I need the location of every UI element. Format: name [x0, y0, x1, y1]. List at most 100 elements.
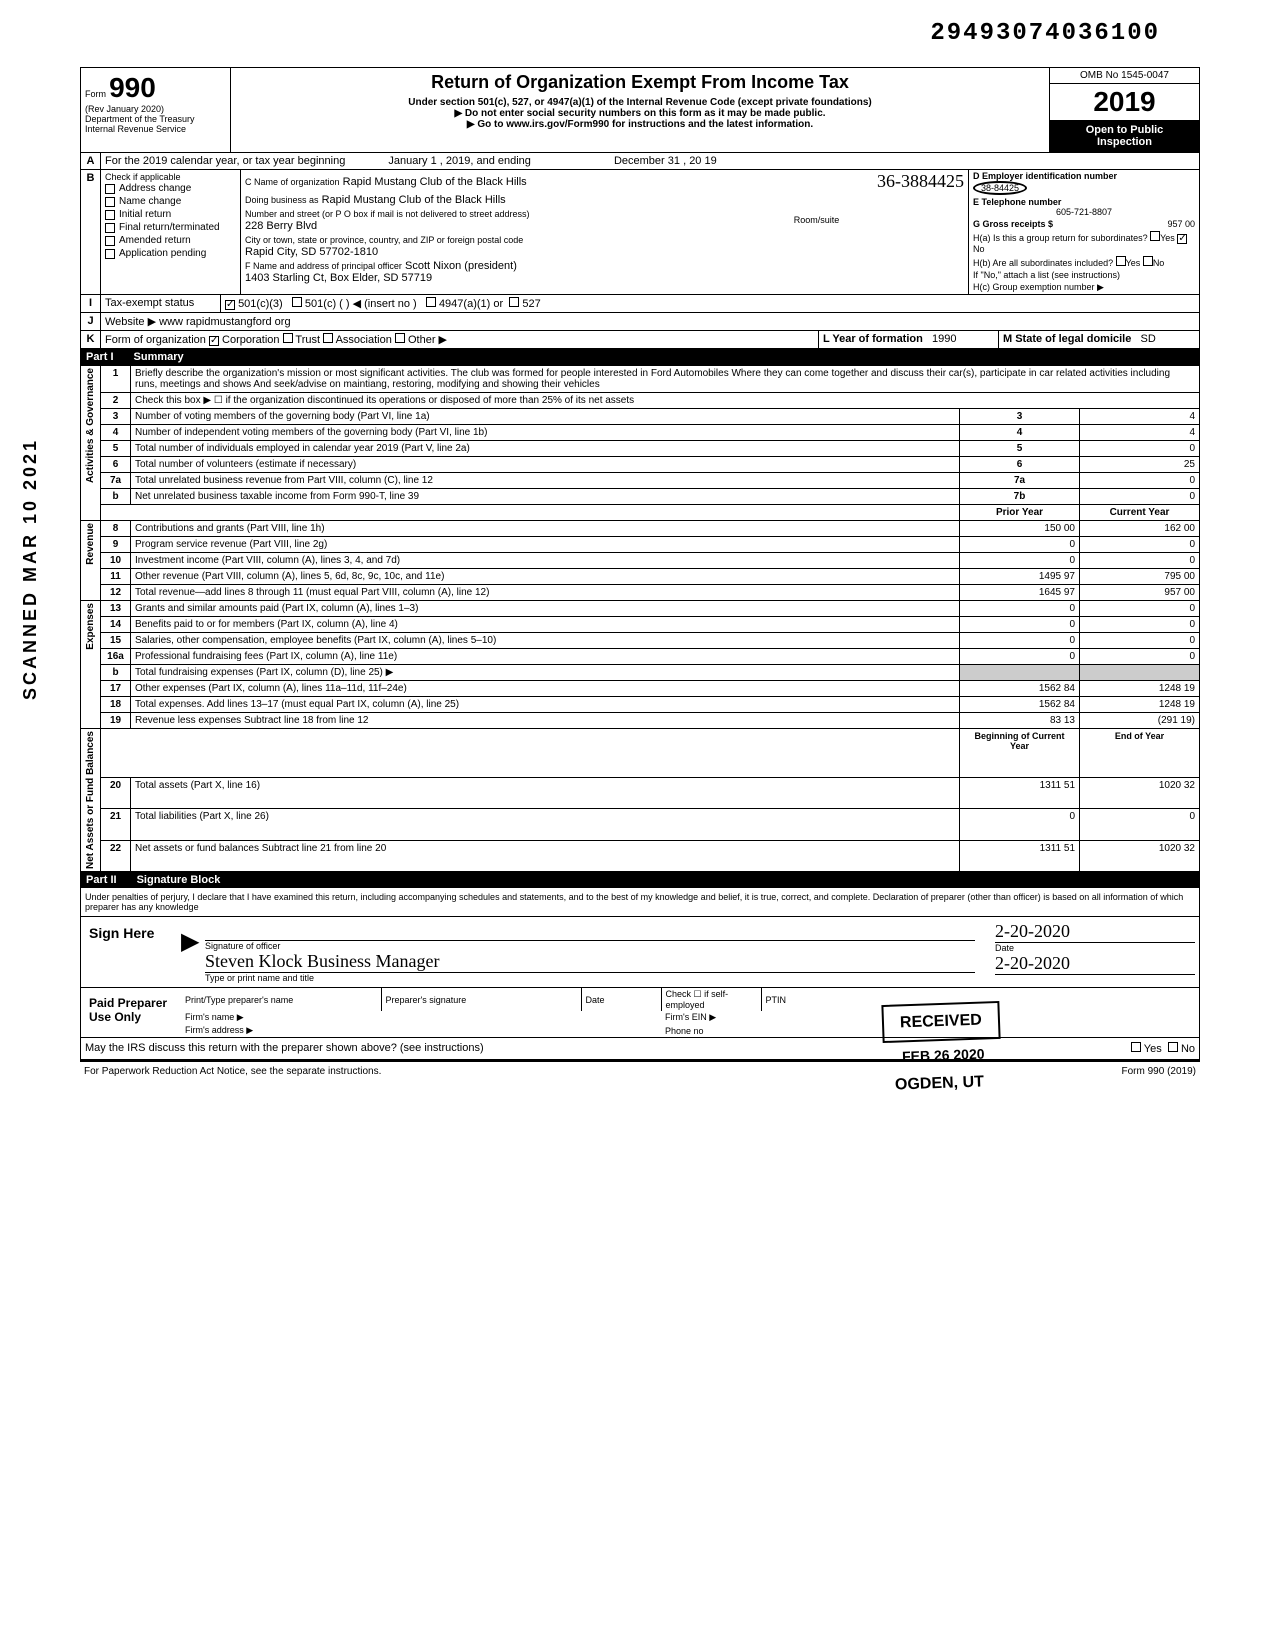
checkbox-association[interactable] — [323, 333, 333, 343]
state-domicile: SD — [1141, 333, 1156, 345]
checkbox-trust[interactable] — [283, 333, 293, 343]
checkbox-527[interactable] — [509, 297, 519, 307]
label-initial-return: Initial return — [119, 209, 171, 220]
checkbox-hb-no[interactable] — [1143, 256, 1153, 266]
irs-label: Internal Revenue Service — [85, 124, 226, 134]
part-2-header: Part II Signature Block — [80, 872, 1200, 888]
line-19-prior: 83 13 — [960, 713, 1080, 729]
checkbox-corporation[interactable] — [209, 336, 219, 346]
line-12-num: 12 — [101, 585, 131, 601]
line-10-label: Investment income (Part VIII, column (A)… — [131, 553, 960, 569]
line-10-num: 10 — [101, 553, 131, 569]
line-8-current: 162 00 — [1080, 521, 1200, 537]
checkbox-final-return[interactable] — [105, 223, 115, 233]
sig-date-1: 2-20-2020 — [995, 921, 1195, 943]
line-21-num: 21 — [101, 809, 131, 840]
line-20-prior: 1311 51 — [960, 777, 1080, 808]
form-instruction-2: ▶ Go to www.irs.gov/Form990 for instruct… — [239, 119, 1041, 130]
line-a-text: For the 2019 calendar year, or tax year … — [105, 155, 345, 167]
checkbox-address-change[interactable] — [105, 184, 115, 194]
line-18-label: Total expenses. Add lines 13–17 (must eq… — [131, 697, 960, 713]
line-15-num: 15 — [101, 633, 131, 649]
line-a-mid: , 2019, and ending — [440, 155, 531, 167]
line-19-current: (291 19) — [1080, 713, 1200, 729]
line-11-label: Other revenue (Part VIII, column (A), li… — [131, 569, 960, 585]
line-h-note: If "No," attach a list (see instructions… — [969, 269, 1199, 281]
gross-receipts: 957 00 — [1167, 219, 1195, 229]
end-year-header: End of Year — [1080, 729, 1200, 778]
line-22-num: 22 — [101, 840, 131, 871]
line-8-prior: 150 00 — [960, 521, 1080, 537]
line-9-num: 9 — [101, 537, 131, 553]
line-4-num: 4 — [101, 425, 131, 441]
line-2-label: Check this box ▶ ☐ if the organization d… — [131, 393, 1200, 409]
line-15-label: Salaries, other compensation, employee b… — [131, 633, 960, 649]
line-7b-box: 7b — [960, 489, 1080, 505]
checkbox-initial-return[interactable] — [105, 210, 115, 220]
form-instruction-1: ▶ Do not enter social security numbers o… — [239, 108, 1041, 119]
dba-label: Doing business as — [245, 195, 319, 205]
line-l-label: L Year of formation — [823, 333, 923, 345]
label-501c3: 501(c)(3) — [238, 298, 283, 310]
prep-name-label: Print/Type preparer's name — [181, 988, 381, 1011]
checkbox-4947[interactable] — [426, 297, 436, 307]
checkbox-hb-yes[interactable] — [1116, 256, 1126, 266]
line-19-num: 19 — [101, 713, 131, 729]
checkbox-501c3[interactable] — [225, 300, 235, 310]
room-suite-label: Room/suite — [790, 207, 968, 233]
checkbox-name-change[interactable] — [105, 197, 115, 207]
section-governance: Activities & Governance — [85, 368, 96, 483]
line-5-label: Total number of individuals employed in … — [131, 441, 960, 457]
checkbox-501c[interactable] — [292, 297, 302, 307]
line-18-num: 18 — [101, 697, 131, 713]
sig-officer-label: Signature of officer — [205, 941, 975, 951]
document-number: 29493074036100 — [80, 20, 1200, 47]
prep-date-label: Date — [581, 988, 661, 1011]
label-501c: 501(c) ( — [305, 298, 343, 310]
insert-no: ) ◀ (insert no ) — [346, 298, 417, 310]
line-15-prior: 0 — [960, 633, 1080, 649]
firm-addr-label: Firm's address ▶ — [181, 1024, 661, 1037]
checkbox-other[interactable] — [395, 333, 405, 343]
line-7b-val: 0 — [1080, 489, 1200, 505]
line-17-label: Other expenses (Part IX, column (A), lin… — [131, 681, 960, 697]
line-3-box: 3 — [960, 409, 1080, 425]
line-hc-label: H(c) Group exemption number ▶ — [969, 281, 1199, 294]
line-4-val: 4 — [1080, 425, 1200, 441]
line-3-label: Number of voting members of the governin… — [131, 409, 960, 425]
line-22-prior: 1311 51 — [960, 840, 1080, 871]
line-7b-label: Net unrelated business taxable income fr… — [131, 489, 960, 505]
line-7a-box: 7a — [960, 473, 1080, 489]
yes-label-2: Yes — [1126, 258, 1141, 268]
checkbox-discuss-yes[interactable] — [1131, 1042, 1141, 1052]
checkbox-discuss-no[interactable] — [1168, 1042, 1178, 1052]
summary-table: Activities & Governance 1 Briefly descri… — [80, 365, 1200, 872]
label-corporation: Corporation — [222, 334, 279, 346]
org-name: Rapid Mustang Club of the Black Hills — [343, 176, 527, 188]
checkbox-ha-no[interactable] — [1177, 234, 1187, 244]
check-applicable: Check if applicable — [105, 172, 236, 182]
ein-handwritten: 36-3884425 — [877, 171, 964, 191]
line-8-num: 8 — [101, 521, 131, 537]
line-12-current: 957 00 — [1080, 585, 1200, 601]
line-21-current: 0 — [1080, 809, 1200, 840]
line-6-box: 6 — [960, 457, 1080, 473]
line-b-label: B — [81, 170, 101, 294]
line-10-current: 0 — [1080, 553, 1200, 569]
arrow-icon: ▶ — [181, 917, 201, 987]
checkbox-app-pending[interactable] — [105, 249, 115, 259]
label-other: Other ▶ — [408, 334, 447, 346]
printed-name: Steven Klock Business Manager — [205, 951, 975, 973]
checkbox-amended[interactable] — [105, 236, 115, 246]
signature-line[interactable] — [205, 921, 975, 941]
part-2-label: Part II — [86, 874, 117, 886]
address-label: Number and street (or P O box if mail is… — [245, 209, 529, 219]
year-formation: 1990 — [932, 333, 956, 345]
no-label-2: No — [1153, 258, 1165, 268]
checkbox-ha-yes[interactable] — [1150, 231, 1160, 241]
line-15-current: 0 — [1080, 633, 1200, 649]
line-19-label: Revenue less expenses Subtract line 18 f… — [131, 713, 960, 729]
line-7a-num: 7a — [101, 473, 131, 489]
phone-value: 605-721-8807 — [973, 207, 1195, 217]
line-14-label: Benefits paid to or for members (Part IX… — [131, 617, 960, 633]
